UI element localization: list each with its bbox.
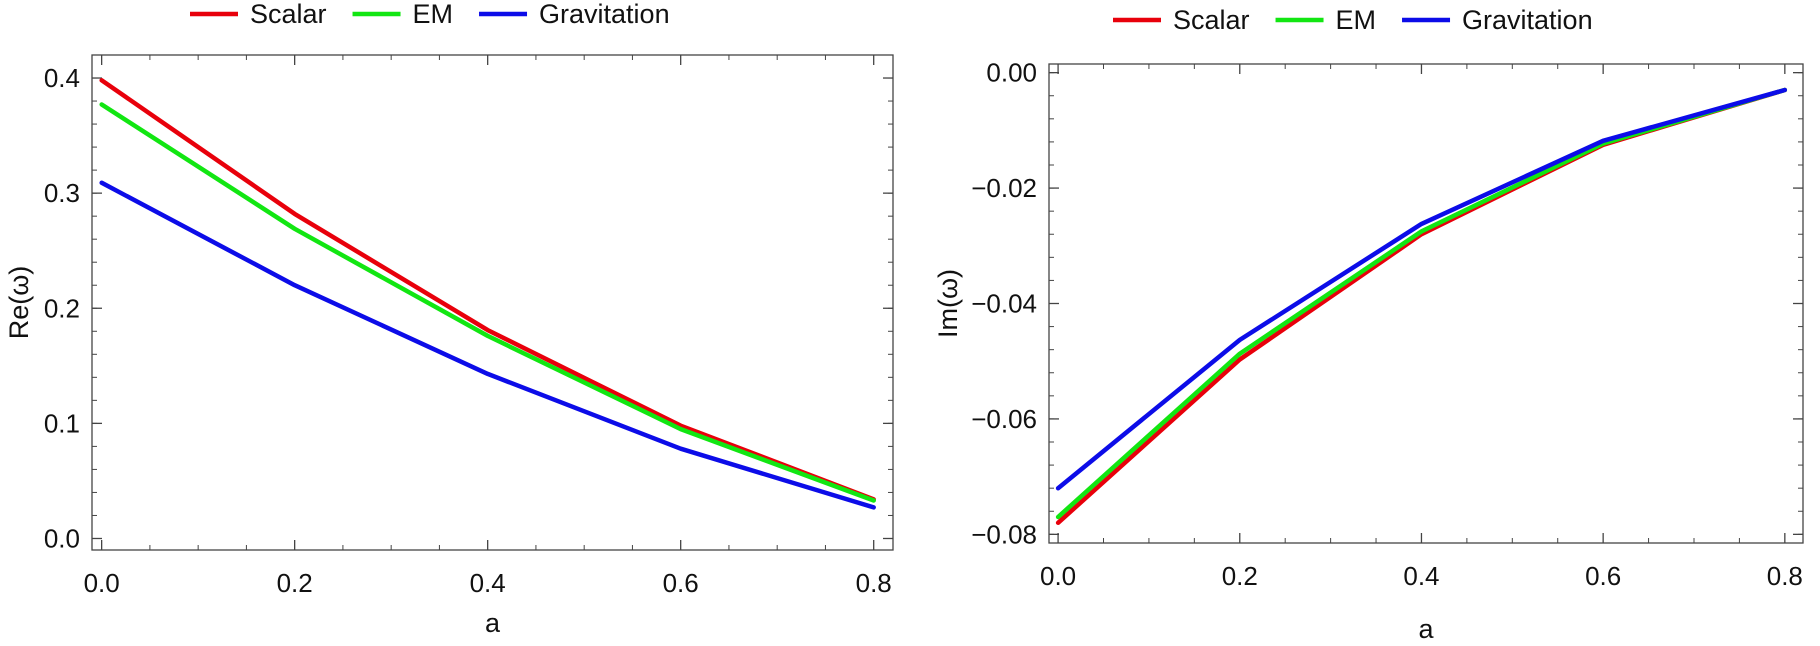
legend-label-gravitation: Gravitation [1462, 5, 1593, 35]
y-axis-label: Im(ω) [933, 269, 963, 338]
chart-panel-2: 0.0 0.2 0.4 0.6 0.8 0.00 −0.02 −0.04 −0.06 −0.08 a… [933, 5, 1804, 644]
x-tick-label: 0.6 [663, 568, 699, 598]
y-tick-label: 0.2 [44, 293, 80, 323]
x-tick-label: 0.8 [1767, 561, 1803, 591]
legend-label-gravitation: Gravitation [539, 0, 670, 29]
series-line-em [1055, 87, 1788, 520]
legend-label-em: EM [1336, 5, 1377, 35]
legend-label-em: EM [413, 0, 454, 29]
x-tick-label: 0.8 [856, 568, 892, 598]
y-tick-label: −0.04 [971, 289, 1037, 319]
y-tick-label: 0.00 [986, 58, 1037, 88]
x-tick-label: 0.2 [1222, 561, 1258, 591]
legend-label-scalar: Scalar [250, 0, 327, 29]
x-axis-label: a [1418, 614, 1434, 644]
series-line-scalar [1055, 87, 1788, 526]
legend-label-scalar: Scalar [1173, 5, 1250, 35]
y-tick-label: −0.06 [971, 404, 1037, 434]
x-tick-label: 0.2 [277, 568, 313, 598]
x-tick-label: 0.0 [1040, 561, 1076, 591]
y-axis-label: Re(ω) [4, 266, 34, 340]
y-tick-label: 0.4 [44, 63, 80, 93]
chart-panel-1: 0.0 0.2 0.4 0.6 0.8 0.0 0.1 0.2 0.3 0.4 a Re(ω) Scal… [4, 0, 894, 638]
series-line-gravitation [1055, 87, 1788, 491]
legend: Scalar EM Gravitation [1113, 5, 1593, 35]
y-tick-label: 0.3 [44, 178, 80, 208]
plot-frame [91, 54, 894, 551]
legend: Scalar EM Gravitation [190, 0, 670, 29]
x-axis-label: a [485, 608, 501, 638]
y-tick-label: −0.02 [971, 173, 1037, 203]
series-line-em [99, 102, 876, 503]
x-tick-label: 0.4 [470, 568, 506, 598]
x-tick-label: 0.6 [1585, 561, 1621, 591]
x-tick-label: 0.4 [1403, 561, 1439, 591]
y-tick-label: 0.0 [44, 523, 80, 553]
series-line-scalar [99, 78, 876, 502]
y-tick-label: 0.1 [44, 408, 80, 438]
plot-frame [1048, 63, 1804, 544]
series-line-gravitation [99, 180, 876, 510]
x-tick-label: 0.0 [84, 568, 120, 598]
y-tick-label: −0.08 [971, 519, 1037, 549]
